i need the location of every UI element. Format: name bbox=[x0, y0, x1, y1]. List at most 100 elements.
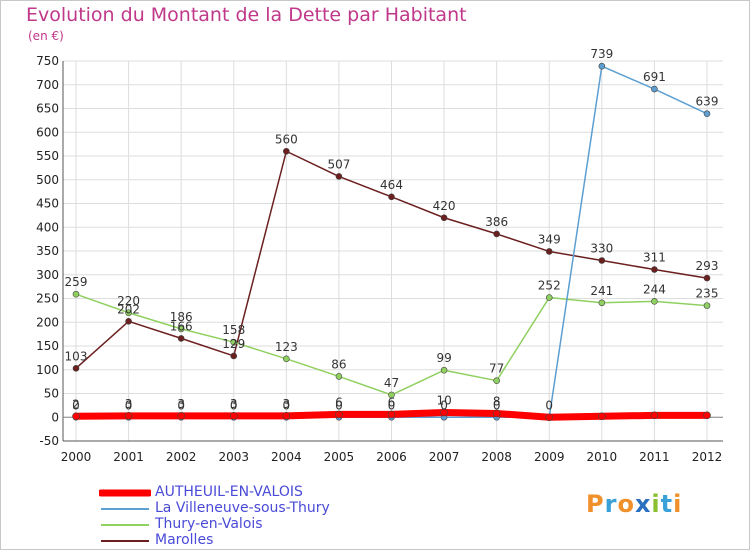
data-point bbox=[651, 298, 658, 305]
data-point bbox=[335, 173, 343, 180]
data-point bbox=[72, 365, 80, 372]
legend-label-autheuil: AUTHEUIL-EN-VALOIS bbox=[155, 484, 303, 500]
data-label: 0 bbox=[283, 398, 291, 412]
data-point bbox=[650, 411, 659, 420]
y-tick-label: 0 bbox=[51, 410, 59, 424]
legend-swatch-thury bbox=[101, 524, 149, 526]
logo-letter: P bbox=[586, 490, 605, 518]
data-point bbox=[493, 377, 500, 384]
data-label: 420 bbox=[433, 199, 456, 213]
data-point bbox=[545, 413, 554, 422]
x-tick-label: 2004 bbox=[271, 450, 302, 464]
data-label: 6 bbox=[335, 395, 343, 409]
data-label: 8 bbox=[493, 394, 501, 408]
data-point bbox=[545, 294, 553, 301]
y-tick-label: 300 bbox=[36, 268, 59, 282]
legend-swatch-marolles bbox=[101, 540, 149, 542]
data-label: 202 bbox=[117, 302, 140, 316]
data-label: 3 bbox=[283, 397, 291, 411]
data-label: 220 bbox=[117, 294, 140, 308]
y-tick-label: 350 bbox=[36, 244, 59, 258]
data-point bbox=[335, 373, 343, 380]
x-tick-label: 2009 bbox=[534, 450, 565, 464]
data-label: 639 bbox=[696, 95, 719, 109]
data-label: 0 bbox=[72, 398, 80, 412]
y-tick-label: 100 bbox=[36, 363, 59, 377]
data-point bbox=[651, 85, 658, 93]
data-label: 6 bbox=[388, 395, 396, 409]
data-label: 739 bbox=[590, 47, 613, 61]
chart-title: Evolution du Montant de la Dette par Hab… bbox=[26, 4, 467, 26]
data-label: 464 bbox=[380, 178, 403, 192]
data-label: 186 bbox=[170, 310, 193, 324]
y-tick-label: 550 bbox=[36, 149, 59, 163]
legend-label-villeneuve: La Villeneuve-sous-Thury bbox=[155, 500, 330, 516]
data-label: 293 bbox=[696, 259, 719, 273]
data-point bbox=[125, 309, 132, 317]
data-label: 3 bbox=[125, 397, 133, 411]
data-point bbox=[440, 408, 448, 417]
data-label: 47 bbox=[384, 376, 399, 390]
legend-label-marolles: Marolles bbox=[155, 532, 214, 548]
data-point bbox=[124, 412, 133, 420]
data-label: 0 bbox=[335, 398, 343, 412]
data-label: 0 bbox=[545, 398, 553, 412]
x-tick-label: 2001 bbox=[113, 450, 144, 464]
unit-label: (en €) bbox=[28, 29, 64, 43]
x-tick-label: 2010 bbox=[587, 450, 618, 464]
x-tick-label: 2008 bbox=[481, 450, 512, 464]
logo-letter: x bbox=[634, 490, 652, 518]
data-label: 507 bbox=[327, 157, 350, 171]
data-label: 0 bbox=[125, 398, 133, 412]
data-label: 241 bbox=[590, 284, 613, 298]
data-point bbox=[229, 412, 238, 420]
data-label: 77 bbox=[489, 362, 504, 376]
y-tick-label: 450 bbox=[36, 197, 59, 211]
data-label: 10 bbox=[436, 394, 451, 408]
data-point bbox=[387, 410, 396, 419]
y-tick-label: 600 bbox=[36, 125, 59, 139]
x-tick-label: 2007 bbox=[429, 450, 460, 464]
y-tick-label: 50 bbox=[44, 387, 59, 401]
data-point bbox=[598, 62, 606, 70]
data-label: 235 bbox=[696, 287, 719, 301]
x-tick-label: 2011 bbox=[639, 450, 670, 464]
logo-letter: i bbox=[651, 490, 661, 518]
data-label: 3 bbox=[177, 397, 185, 411]
logo-letter: o bbox=[617, 490, 635, 518]
data-label: 0 bbox=[230, 398, 238, 412]
data-point bbox=[177, 325, 185, 333]
data-point bbox=[230, 338, 238, 346]
y-tick-label: 650 bbox=[36, 102, 59, 116]
proxiti-logo: Proxiti bbox=[586, 490, 682, 518]
data-label: 244 bbox=[643, 282, 666, 296]
data-point bbox=[177, 335, 185, 342]
data-label: 99 bbox=[436, 351, 451, 365]
data-point bbox=[282, 412, 291, 420]
data-point bbox=[72, 412, 80, 421]
data-label: 0 bbox=[388, 398, 396, 412]
x-tick-label: 2006 bbox=[376, 450, 407, 464]
data-point bbox=[440, 366, 448, 374]
data-point bbox=[598, 257, 606, 264]
data-point bbox=[703, 110, 711, 118]
data-point bbox=[440, 214, 448, 222]
x-tick-label: 2002 bbox=[166, 450, 197, 464]
data-point bbox=[388, 193, 395, 201]
data-label: 103 bbox=[65, 349, 88, 363]
data-point bbox=[335, 410, 343, 419]
data-label: 2 bbox=[72, 397, 80, 411]
x-tick-label: 2012 bbox=[692, 450, 723, 464]
data-point bbox=[388, 391, 395, 399]
data-label: 86 bbox=[331, 357, 346, 371]
data-label: 0 bbox=[440, 398, 448, 412]
data-point bbox=[125, 317, 132, 325]
data-label: 330 bbox=[590, 242, 613, 256]
legend-swatch-autheuil bbox=[99, 489, 151, 497]
data-point bbox=[651, 266, 658, 273]
y-tick-label: 200 bbox=[36, 315, 59, 329]
y-tick-label: 250 bbox=[36, 292, 59, 306]
x-tick-label: 2003 bbox=[218, 450, 249, 464]
data-label: 349 bbox=[538, 232, 561, 246]
